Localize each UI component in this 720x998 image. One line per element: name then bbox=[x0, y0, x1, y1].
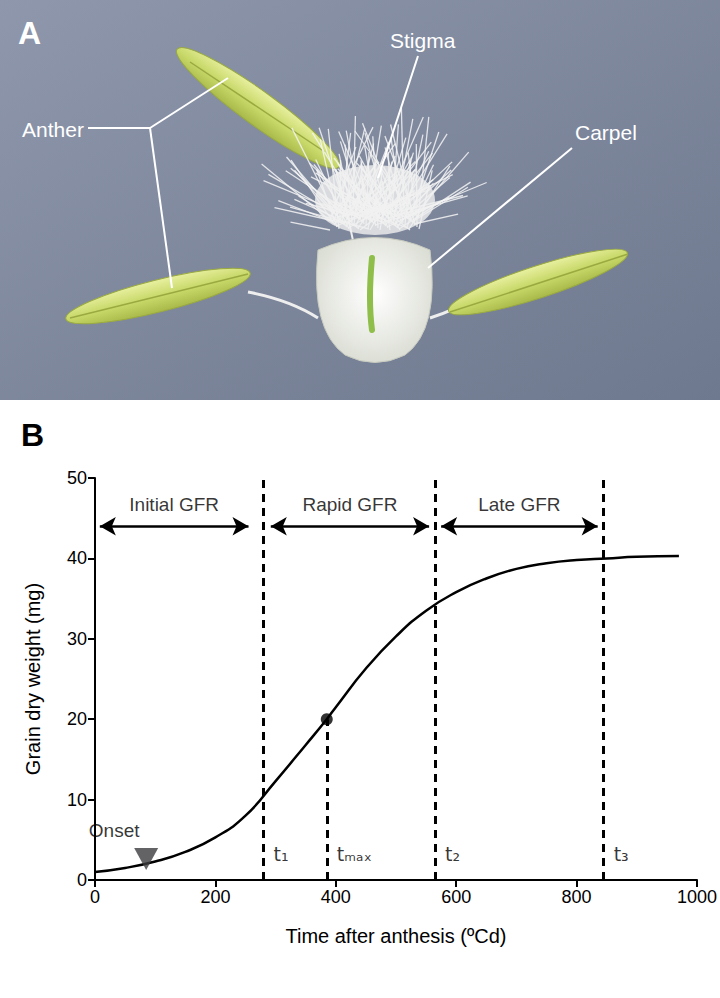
svg-text:40: 40 bbox=[67, 548, 87, 568]
svg-text:Late GFR: Late GFR bbox=[478, 494, 560, 515]
svg-text:20: 20 bbox=[67, 709, 87, 729]
svg-text:0: 0 bbox=[90, 887, 100, 907]
svg-text:t₂: t₂ bbox=[445, 843, 460, 865]
svg-text:Stigma: Stigma bbox=[390, 29, 456, 52]
svg-text:800: 800 bbox=[562, 887, 592, 907]
svg-text:Anther: Anther bbox=[22, 118, 84, 141]
svg-text:Onset: Onset bbox=[89, 820, 140, 841]
svg-text:30: 30 bbox=[67, 629, 87, 649]
svg-text:400: 400 bbox=[321, 887, 351, 907]
svg-text:t₁: t₁ bbox=[274, 843, 289, 865]
svg-text:0: 0 bbox=[77, 870, 87, 890]
svg-text:200: 200 bbox=[200, 887, 230, 907]
svg-text:tₘₐₓ: tₘₐₓ bbox=[337, 843, 372, 865]
svg-text:600: 600 bbox=[441, 887, 471, 907]
svg-text:t₃: t₃ bbox=[614, 843, 629, 865]
svg-text:Carpel: Carpel bbox=[575, 121, 637, 144]
svg-text:Initial GFR: Initial GFR bbox=[129, 494, 219, 515]
svg-text:Rapid GFR: Rapid GFR bbox=[302, 494, 397, 515]
svg-text:10: 10 bbox=[67, 790, 87, 810]
svg-text:1000: 1000 bbox=[677, 887, 717, 907]
svg-text:B: B bbox=[21, 417, 44, 453]
svg-text:A: A bbox=[18, 15, 41, 51]
svg-text:50: 50 bbox=[67, 468, 87, 488]
svg-text:Time after anthesis (ºCd): Time after anthesis (ºCd) bbox=[285, 925, 506, 947]
svg-text:Grain dry weight (mg): Grain dry weight (mg) bbox=[22, 583, 44, 775]
